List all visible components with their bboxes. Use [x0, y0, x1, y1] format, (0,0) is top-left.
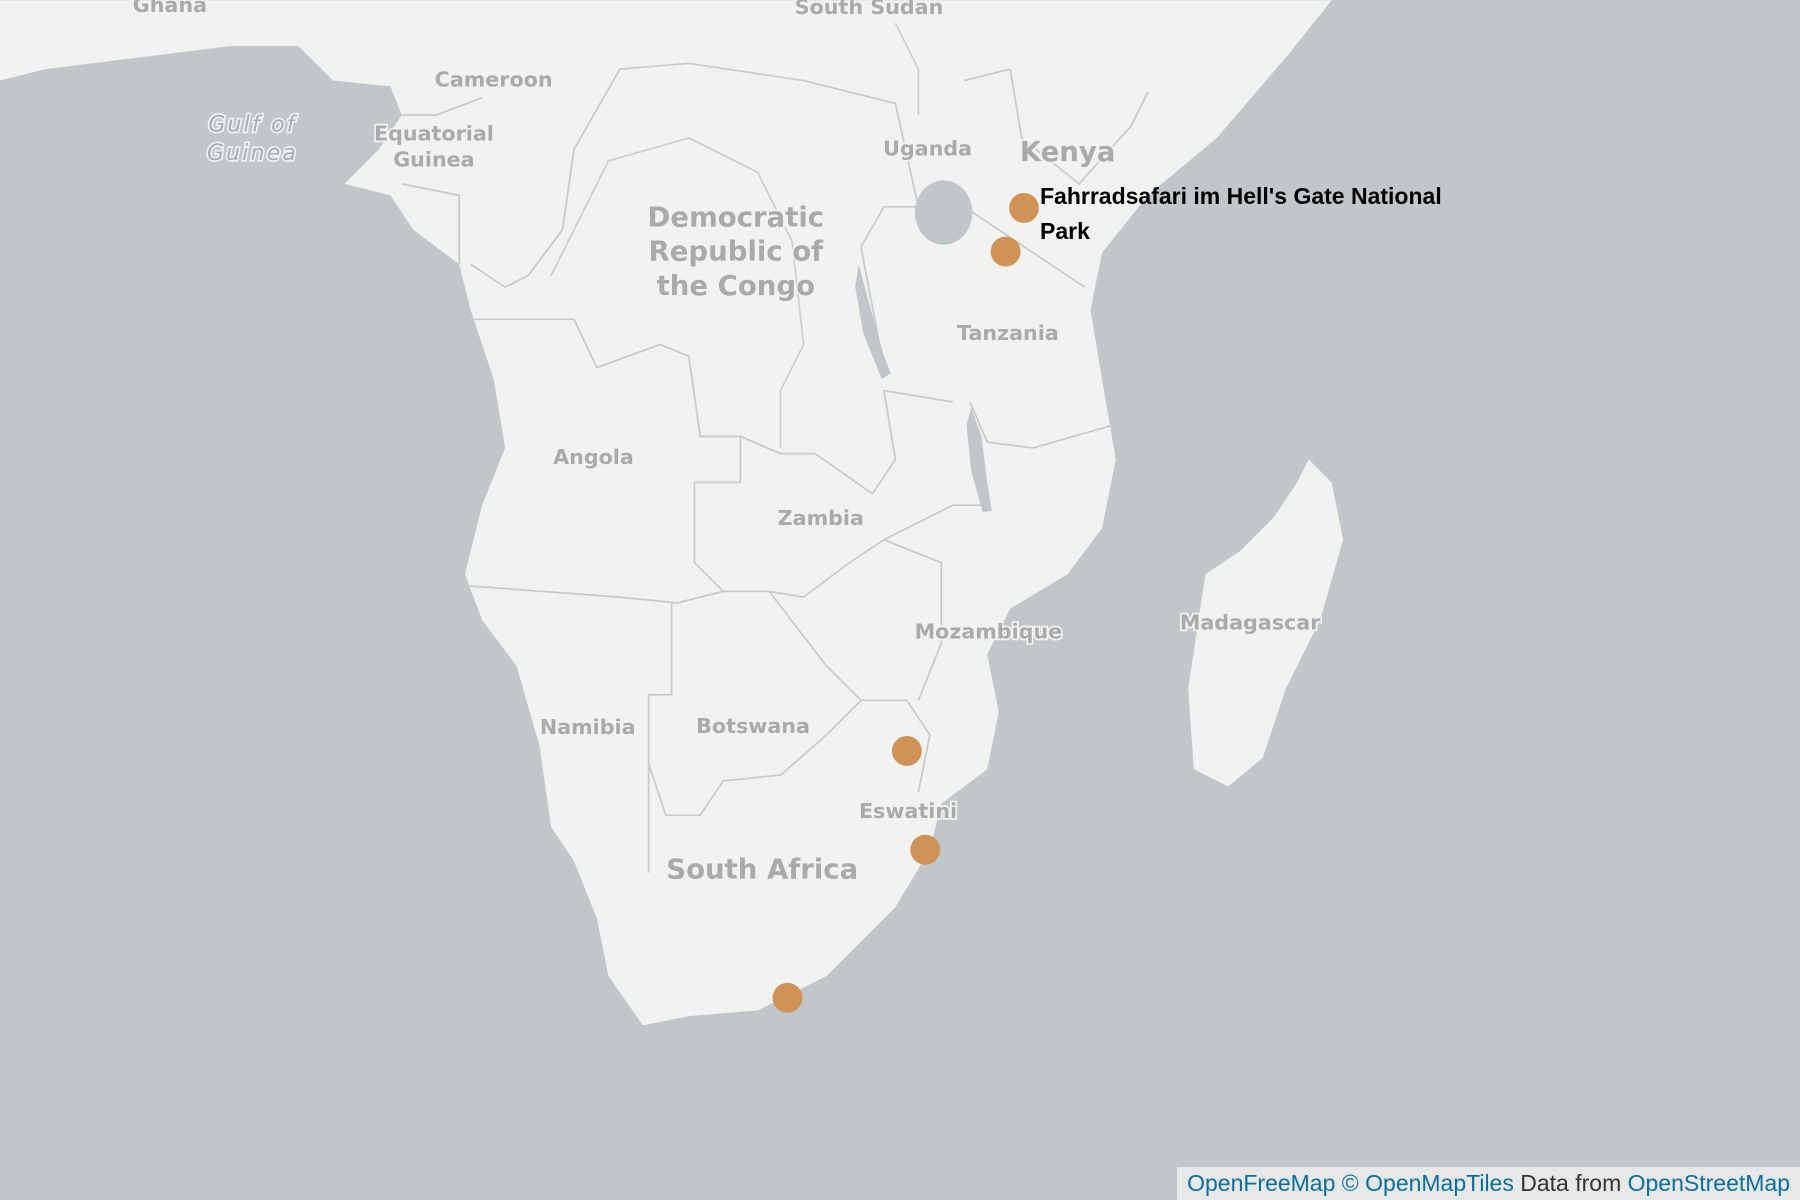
country-label: South Africa: [666, 853, 858, 885]
markers: [772, 193, 1039, 1013]
attribution-text: Data from: [1520, 1170, 1622, 1196]
country-label: Eswatini: [859, 799, 957, 823]
country-label: Botswana: [696, 714, 810, 738]
country-label: Republic of: [649, 236, 825, 268]
marker[interactable]: [891, 736, 922, 766]
country-label: Mozambique: [915, 620, 1063, 644]
country-label: Namibia: [540, 715, 636, 739]
country-label: Democratic: [648, 201, 825, 233]
water-label: Gulf of: [208, 112, 297, 137]
country-label: the Congo: [657, 270, 815, 302]
rivers: [550, 22, 920, 448]
marker-label: Fahrradsafari im Hell's Gate National Pa…: [1040, 183, 1442, 244]
country-label: Angola: [553, 445, 634, 469]
country-label: South Sudan: [795, 0, 944, 19]
attribution-link[interactable]: © OpenMapTiles: [1341, 1170, 1514, 1196]
country-label: Uganda: [883, 136, 972, 160]
marker[interactable]: [910, 834, 941, 865]
country-label: Equatorial: [374, 122, 494, 146]
country-label: Zambia: [778, 506, 864, 530]
country-label: Guinea: [393, 147, 474, 171]
country-label: Madagascar: [1180, 611, 1321, 635]
country-label: Kenya: [1020, 136, 1116, 168]
marker[interactable]: [772, 982, 803, 1013]
water-label: Guinea: [207, 141, 298, 166]
country-label: Cameroon: [435, 68, 553, 92]
marker[interactable]: [990, 236, 1021, 267]
country-label: Ghana: [133, 0, 207, 17]
madagascar-land: [1188, 459, 1344, 787]
lakes: [855, 180, 992, 513]
attribution-link[interactable]: OpenStreetMap: [1627, 1170, 1790, 1196]
marker[interactable]: [1009, 193, 1039, 223]
country-label: Tanzania: [957, 321, 1059, 345]
attribution-link[interactable]: OpenFreeMap: [1187, 1170, 1336, 1196]
attribution: OpenFreeMap © OpenMapTiles Data from Ope…: [1177, 1167, 1800, 1200]
